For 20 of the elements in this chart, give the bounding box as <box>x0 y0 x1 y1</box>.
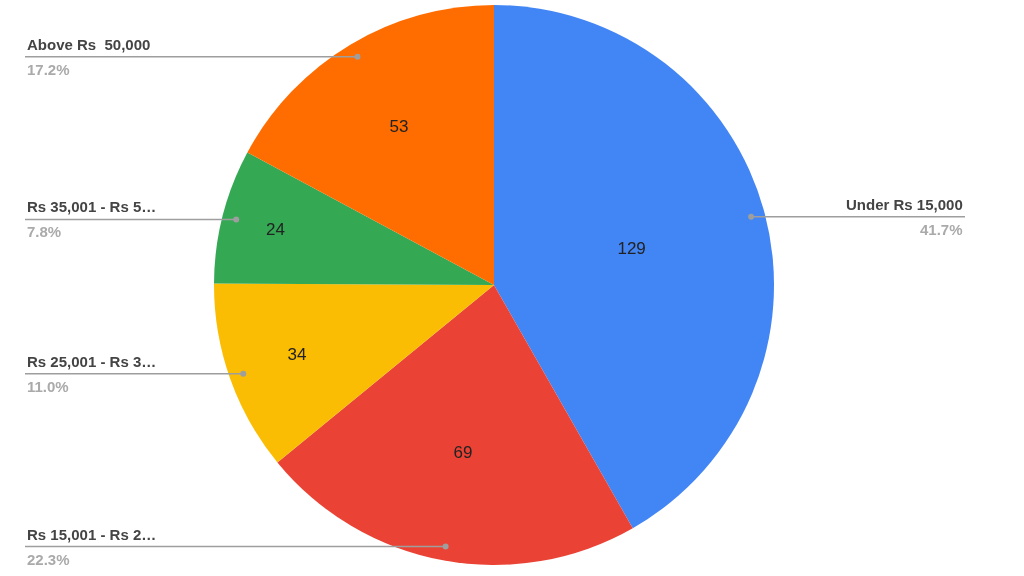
text: 11.0% <box>27 378 69 395</box>
data-label: 24 <box>265 219 285 239</box>
data-label: 34 <box>287 345 307 365</box>
slice-label: Rs 15,001 - Rs 2… <box>27 526 157 543</box>
text: 7.8% <box>27 223 62 240</box>
data-label: 53 <box>389 116 409 136</box>
slice-label: Above Rs 50,000 <box>27 36 151 53</box>
text: 17.2% <box>27 61 70 78</box>
pie-slice <box>247 5 494 285</box>
slice-label: Under Rs 15,000 <box>846 196 963 213</box>
data-label: 69 <box>453 442 473 462</box>
text: 41.7% <box>920 221 963 238</box>
pie-slice <box>214 283 494 463</box>
pie-slice <box>214 152 494 285</box>
data-label: 129 <box>617 239 646 258</box>
slice-label: Rs 25,001 - Rs 3… <box>27 353 157 370</box>
pie-slice <box>277 285 633 565</box>
pie-slice <box>494 5 774 529</box>
slice-label: Rs 35,001 - Rs 5… <box>27 198 157 215</box>
text: 22.3% <box>27 551 70 568</box>
